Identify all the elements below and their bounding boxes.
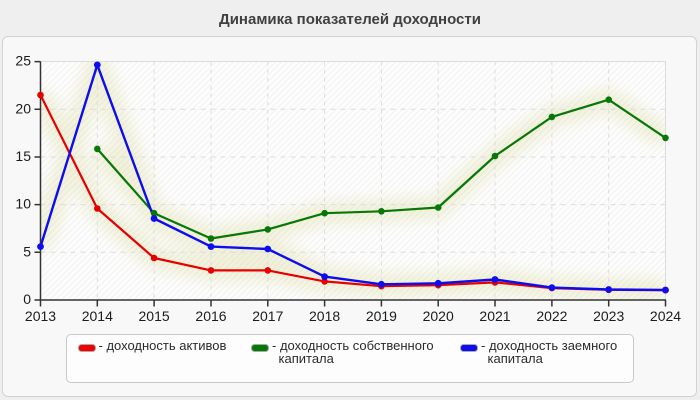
svg-text:2020: 2020 (423, 308, 454, 324)
svg-text:2023: 2023 (593, 308, 624, 324)
svg-text:2013: 2013 (25, 308, 56, 324)
svg-text:2014: 2014 (82, 308, 113, 324)
svg-text:2016: 2016 (195, 308, 226, 324)
svg-text:2015: 2015 (139, 308, 170, 324)
svg-text:20: 20 (15, 100, 31, 116)
svg-text:2019: 2019 (366, 308, 397, 324)
svg-text:0: 0 (23, 291, 31, 307)
svg-text:2024: 2024 (650, 308, 681, 324)
svg-text:10: 10 (15, 196, 31, 212)
svg-text:2021: 2021 (479, 308, 510, 324)
svg-text:2018: 2018 (309, 308, 340, 324)
svg-text:2017: 2017 (252, 308, 283, 324)
svg-text:5: 5 (23, 243, 31, 259)
svg-text:2022: 2022 (536, 308, 567, 324)
svg-text:25: 25 (15, 53, 31, 69)
svg-text:15: 15 (15, 148, 31, 164)
